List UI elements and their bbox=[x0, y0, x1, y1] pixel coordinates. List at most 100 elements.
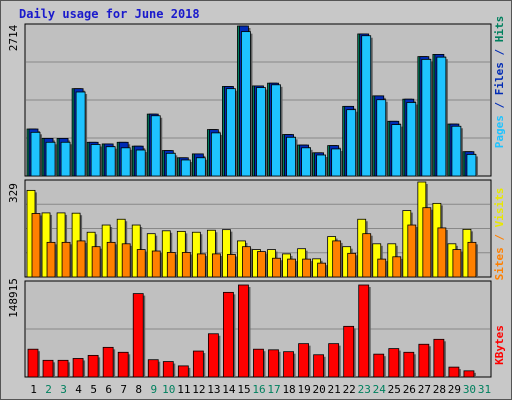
x-axis: 1 2 3 4 5 6 7 8 9 10 11 12 13 14 15 16 17 18 19 20 21 22 23 24 2… bbox=[30, 383, 491, 396]
bar-kbytes bbox=[87, 354, 99, 378]
bar-sites bbox=[392, 256, 402, 278]
bar-sites bbox=[287, 258, 296, 278]
bar-kbytes bbox=[403, 351, 415, 378]
bar-sites bbox=[181, 252, 191, 278]
bar-pages bbox=[180, 159, 191, 177]
bar-visits bbox=[222, 229, 231, 278]
bar-kbytes bbox=[358, 284, 370, 378]
x-tick-label: 13 bbox=[207, 383, 220, 396]
legend-part: / bbox=[493, 227, 506, 247]
bar-sites bbox=[257, 251, 266, 278]
bar-pages bbox=[150, 115, 161, 177]
bar-pages bbox=[286, 136, 296, 177]
bar-pages bbox=[90, 144, 101, 177]
bar-pages bbox=[210, 132, 221, 177]
x-tick-label: 22 bbox=[343, 383, 356, 396]
bar-kbytes bbox=[27, 348, 39, 378]
x-tick-label: 25 bbox=[388, 383, 401, 396]
x-tick-label: 6 bbox=[105, 383, 112, 396]
x-tick-label: 31 bbox=[478, 383, 491, 396]
x-tick-label: 16 bbox=[252, 383, 265, 396]
bar-pages bbox=[120, 147, 131, 177]
bar-kbytes bbox=[283, 351, 294, 378]
bar-pages bbox=[421, 58, 432, 177]
bar-kbytes bbox=[298, 343, 309, 378]
bar-sites bbox=[452, 249, 462, 278]
bar-sites bbox=[151, 250, 161, 278]
x-tick-label: 14 bbox=[222, 383, 236, 396]
bar-pages bbox=[226, 88, 236, 177]
bar-pages bbox=[30, 131, 41, 177]
x-tick-label: 24 bbox=[373, 383, 387, 396]
bar-pages bbox=[406, 102, 417, 177]
bar-sites bbox=[46, 241, 56, 278]
bar-pages bbox=[45, 141, 56, 177]
bar-kbytes bbox=[102, 346, 114, 378]
bar-kbytes bbox=[418, 343, 430, 378]
bar-kbytes bbox=[343, 325, 355, 378]
x-tick-label: 8 bbox=[135, 383, 142, 396]
bar-pages bbox=[316, 154, 327, 177]
bar-kbytes bbox=[177, 365, 189, 378]
legend-part: Files bbox=[493, 62, 506, 95]
x-tick-label: 19 bbox=[297, 383, 310, 396]
bar-sites bbox=[407, 224, 417, 278]
bar-kbytes bbox=[238, 284, 249, 378]
y-max-label-middle: 329 bbox=[7, 183, 20, 203]
bar-pages bbox=[301, 147, 311, 177]
x-tick-label: 5 bbox=[90, 383, 97, 396]
bar-kbytes bbox=[192, 350, 204, 378]
bar-kbytes bbox=[132, 293, 144, 378]
bar-sites bbox=[467, 241, 477, 278]
x-tick-label: 29 bbox=[448, 383, 461, 396]
bar-pages bbox=[346, 109, 357, 177]
bar-pages bbox=[105, 146, 116, 177]
chart-marks bbox=[26, 25, 478, 378]
bar-sites bbox=[347, 252, 357, 278]
bar-kbytes bbox=[57, 359, 69, 378]
bar-sites bbox=[31, 213, 41, 278]
bar-kbytes bbox=[72, 358, 84, 378]
bar-kbytes bbox=[117, 351, 129, 378]
x-tick-label: 15 bbox=[237, 383, 250, 396]
bar-sites bbox=[377, 258, 387, 278]
x-tick-label: 11 bbox=[177, 383, 190, 396]
bar-sites bbox=[302, 258, 311, 278]
bar-kbytes bbox=[448, 366, 460, 378]
bar-sites bbox=[91, 246, 101, 278]
bar-kbytes bbox=[162, 361, 174, 378]
bar-sites bbox=[61, 241, 71, 278]
legend-part: Sites bbox=[493, 247, 506, 280]
legend-part: / bbox=[493, 95, 506, 115]
bar-pages bbox=[165, 152, 176, 177]
bar-sites bbox=[121, 243, 131, 278]
x-tick-label: 7 bbox=[120, 383, 127, 396]
bar-pages bbox=[271, 84, 281, 177]
bar-pages bbox=[451, 125, 462, 177]
bar-kbytes bbox=[268, 349, 279, 378]
y-max-label-bottom: 148915 bbox=[7, 278, 20, 318]
bar-kbytes bbox=[253, 348, 264, 378]
bar-sites bbox=[362, 233, 372, 278]
bar-sites bbox=[76, 240, 86, 278]
legend-bottom: KBytes bbox=[493, 325, 506, 365]
x-tick-label: 12 bbox=[192, 383, 205, 396]
bar-sites bbox=[106, 241, 116, 278]
x-tick-label: 20 bbox=[313, 383, 326, 396]
bar-sites bbox=[136, 249, 146, 278]
bar-sites bbox=[272, 257, 281, 278]
bar-pages bbox=[361, 35, 372, 177]
bar-sites bbox=[227, 254, 236, 278]
bar-sites bbox=[166, 252, 176, 278]
x-tick-label: 10 bbox=[162, 383, 175, 396]
bar-kbytes bbox=[463, 370, 475, 378]
legend-part: Hits bbox=[493, 16, 506, 43]
bar-kbytes bbox=[147, 359, 159, 378]
bar-pages bbox=[256, 87, 266, 177]
x-tick-label: 2 bbox=[45, 383, 52, 396]
x-tick-label: 17 bbox=[267, 383, 280, 396]
bar-pages bbox=[376, 99, 387, 177]
bar-kbytes bbox=[207, 333, 219, 378]
bar-pages bbox=[331, 148, 342, 177]
chart-title: Daily usage for June 2018 bbox=[19, 7, 200, 21]
